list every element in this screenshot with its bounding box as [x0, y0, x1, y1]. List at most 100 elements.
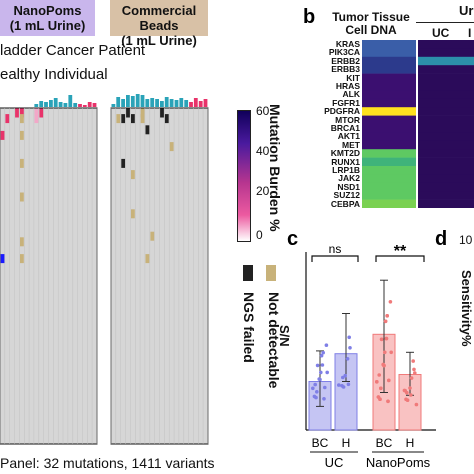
- replicate-point: [323, 385, 327, 390]
- heatmap-cell: [116, 114, 121, 124]
- heatmap-cell: [164, 114, 169, 124]
- gene-label-akt1: AKT1: [337, 131, 360, 142]
- sample-bar: [116, 97, 121, 107]
- column-label-partial: I: [468, 26, 472, 40]
- uc-cell: [418, 182, 474, 192]
- gene-label-kras: KRAS: [335, 39, 360, 49]
- sample-bar: [121, 99, 125, 107]
- heatmap-cell: [20, 158, 24, 168]
- colorbar-tick-40: 40: [256, 144, 270, 158]
- uc-cell: [418, 199, 474, 208]
- replicate-point: [413, 371, 417, 375]
- heatmap-cell: [140, 114, 145, 124]
- uc-cell: [418, 132, 474, 142]
- tumor-tissue-title-line1: Tumor Tissue: [332, 10, 410, 24]
- replicate-point: [375, 380, 379, 384]
- replicate-point: [315, 390, 319, 394]
- replicate-point: [314, 395, 318, 400]
- replicate-point: [321, 350, 325, 355]
- commercial-beads-header-line1: Commercial Beads: [121, 3, 197, 33]
- tissue-cell: [362, 149, 416, 158]
- sample-bar: [140, 95, 145, 107]
- heatmap-cell: [39, 108, 44, 118]
- heatmap-cell: [20, 254, 24, 264]
- sample-bars-nanopoms: [34, 95, 97, 107]
- replicate-point: [409, 393, 413, 397]
- gene-label-jak2: JAK2: [338, 173, 360, 184]
- replicate-point: [320, 363, 325, 367]
- sample-bars-commercial: [111, 94, 208, 107]
- colorbar-tick-60: 60: [256, 104, 270, 118]
- gene-label-erbb2: ERBB2: [331, 55, 360, 66]
- tissue-cell: [362, 124, 416, 133]
- uc-cell: [418, 174, 474, 184]
- replicate-point: [347, 335, 351, 340]
- panel-footer: Panel: 32 mutations, 1411 variants: [0, 455, 215, 471]
- replicate-point: [387, 378, 391, 383]
- replicate-point: [348, 346, 352, 350]
- sample-bar: [39, 101, 44, 107]
- sample-bar: [78, 104, 82, 107]
- replicate-point: [381, 362, 385, 367]
- not-detectable-swatch: [266, 265, 276, 281]
- heatmap-cells: [0, 108, 209, 444]
- nanopoms-header-line1: NanoPoms: [13, 3, 82, 18]
- heatmap-cell: [20, 237, 24, 247]
- replicate-point: [378, 397, 382, 401]
- replicate-point: [379, 386, 383, 391]
- heatmap-cell: [160, 108, 164, 118]
- panel-d-tick-partial: 10: [459, 233, 473, 247]
- replicate-point: [383, 350, 387, 355]
- replicate-point: [341, 385, 346, 389]
- panel-d-ylabel: Sensitivity%: [459, 270, 474, 347]
- mutation-heatmap: [0, 94, 209, 445]
- uc-cell: [418, 140, 474, 150]
- heatmap-cell: [150, 231, 155, 241]
- group-label-nanopoms: NanoPoms: [366, 455, 431, 470]
- replicate-point: [346, 382, 351, 387]
- tissue-cell: [362, 132, 416, 142]
- uc-cell: [418, 82, 474, 91]
- sample-bar: [198, 101, 203, 107]
- sample-bar: [34, 104, 39, 107]
- heatmap-cell: [34, 114, 39, 124]
- uc-cell: [418, 40, 474, 49]
- replicate-point: [345, 357, 350, 361]
- legend-patient-label: ladder Cancer Patient: [0, 42, 146, 59]
- uc-cell: [418, 191, 474, 200]
- replicate-point: [414, 402, 419, 407]
- sig-bracket-right: [375, 255, 425, 262]
- replicate-point: [389, 350, 393, 355]
- sample-bar: [126, 95, 130, 107]
- replicate-point: [405, 390, 409, 395]
- tissue-cell: [362, 191, 416, 200]
- replicate-point: [385, 314, 389, 318]
- replicate-point: [322, 397, 326, 401]
- replicate-point: [379, 337, 384, 342]
- replicate-point: [388, 300, 393, 304]
- sample-bar: [150, 98, 155, 107]
- heatmap-cell: [20, 192, 24, 202]
- sample-bar: [155, 99, 159, 107]
- colorbar-tick-0: 0: [256, 228, 263, 242]
- gene-label-brca1: BRCA1: [330, 123, 360, 133]
- heatmap-cell: [20, 108, 24, 118]
- tissue-cell: [362, 65, 416, 74]
- gene-label-kit: KIT: [346, 72, 360, 83]
- replicate-point: [337, 383, 341, 387]
- uc-cell: [418, 48, 474, 58]
- sample-bar: [87, 102, 92, 107]
- heatmap-cell: [126, 108, 130, 118]
- replicate-point: [377, 373, 381, 377]
- replicate-point: [315, 363, 320, 368]
- tissue-cell: [362, 90, 416, 100]
- panel-b-heatmap: [362, 40, 474, 208]
- uc-cell: [418, 98, 474, 108]
- replicate-point: [313, 382, 317, 387]
- gene-label-cebpa: CEBPA: [330, 198, 360, 209]
- uc-cell: [418, 90, 474, 100]
- replicate-point: [319, 353, 324, 358]
- heatmap-cell: [131, 114, 135, 124]
- sample-bar: [73, 103, 78, 107]
- sig-bracket-left: [311, 255, 359, 262]
